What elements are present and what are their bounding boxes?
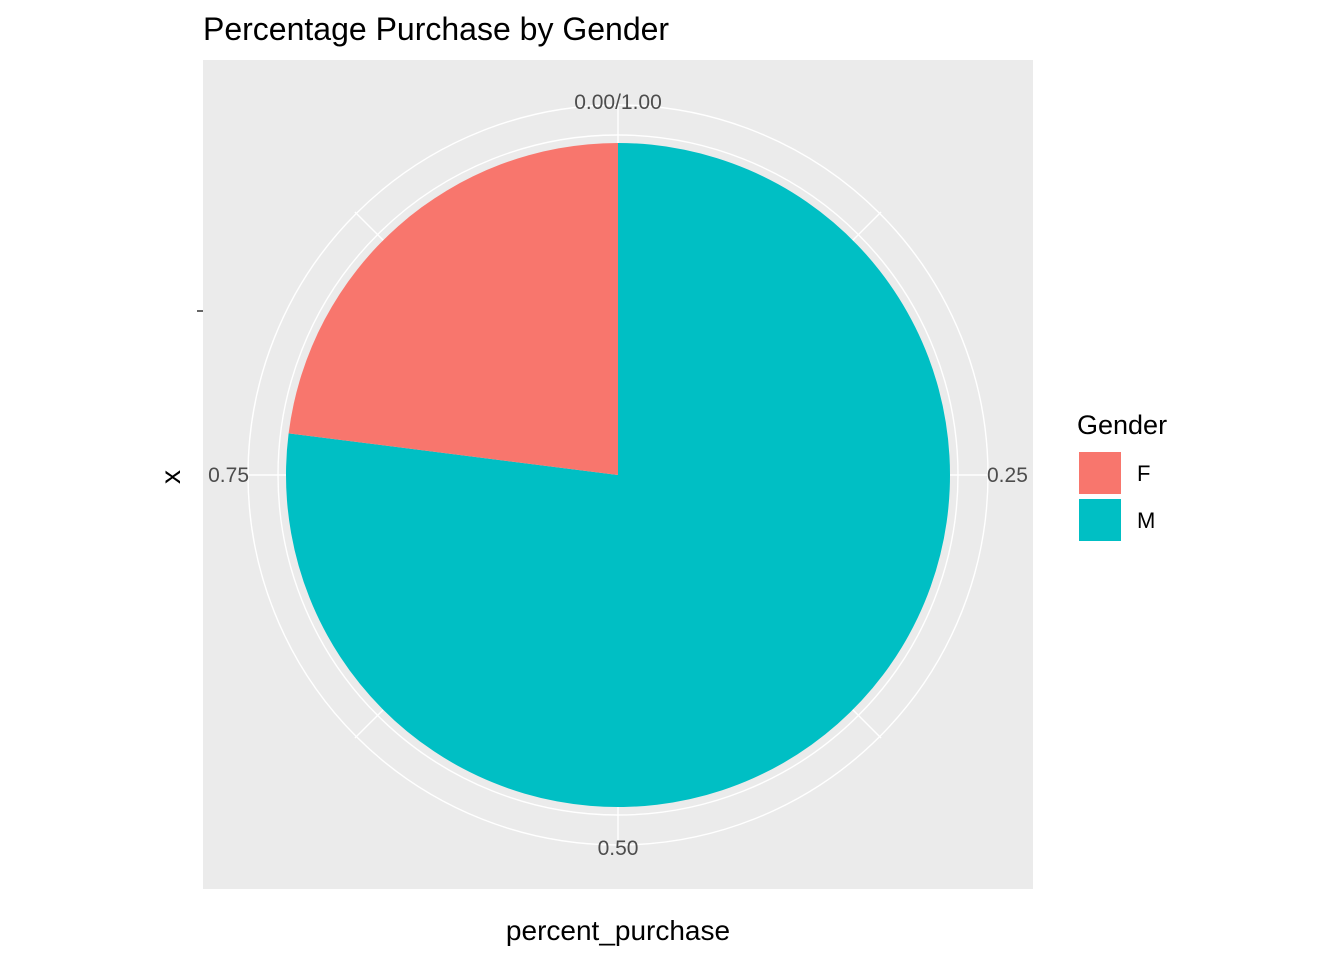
theta-tick-label: 0.00/1.00 <box>574 91 662 114</box>
legend-key-f <box>1079 452 1121 494</box>
theta-tick-labels: 0.00/1.00 0.25 0.50 0.75 <box>208 91 1028 860</box>
legend-label-f: F <box>1137 461 1150 486</box>
theta-tick-label: 0.25 <box>987 464 1028 487</box>
pie-slice-f <box>288 143 618 475</box>
chart-title: Percentage Purchase by Gender <box>203 11 669 47</box>
y-axis-title: x <box>155 470 186 484</box>
legend-key-m <box>1079 499 1121 541</box>
pie-slices <box>286 143 950 807</box>
legend-label-m: M <box>1137 508 1155 533</box>
legend-title: Gender <box>1077 410 1167 440</box>
theta-tick-label: 0.50 <box>598 837 639 860</box>
legend: Gender FM <box>1077 410 1167 541</box>
theta-tick-label: 0.75 <box>208 464 249 487</box>
x-axis-title: percent_purchase <box>506 915 730 946</box>
